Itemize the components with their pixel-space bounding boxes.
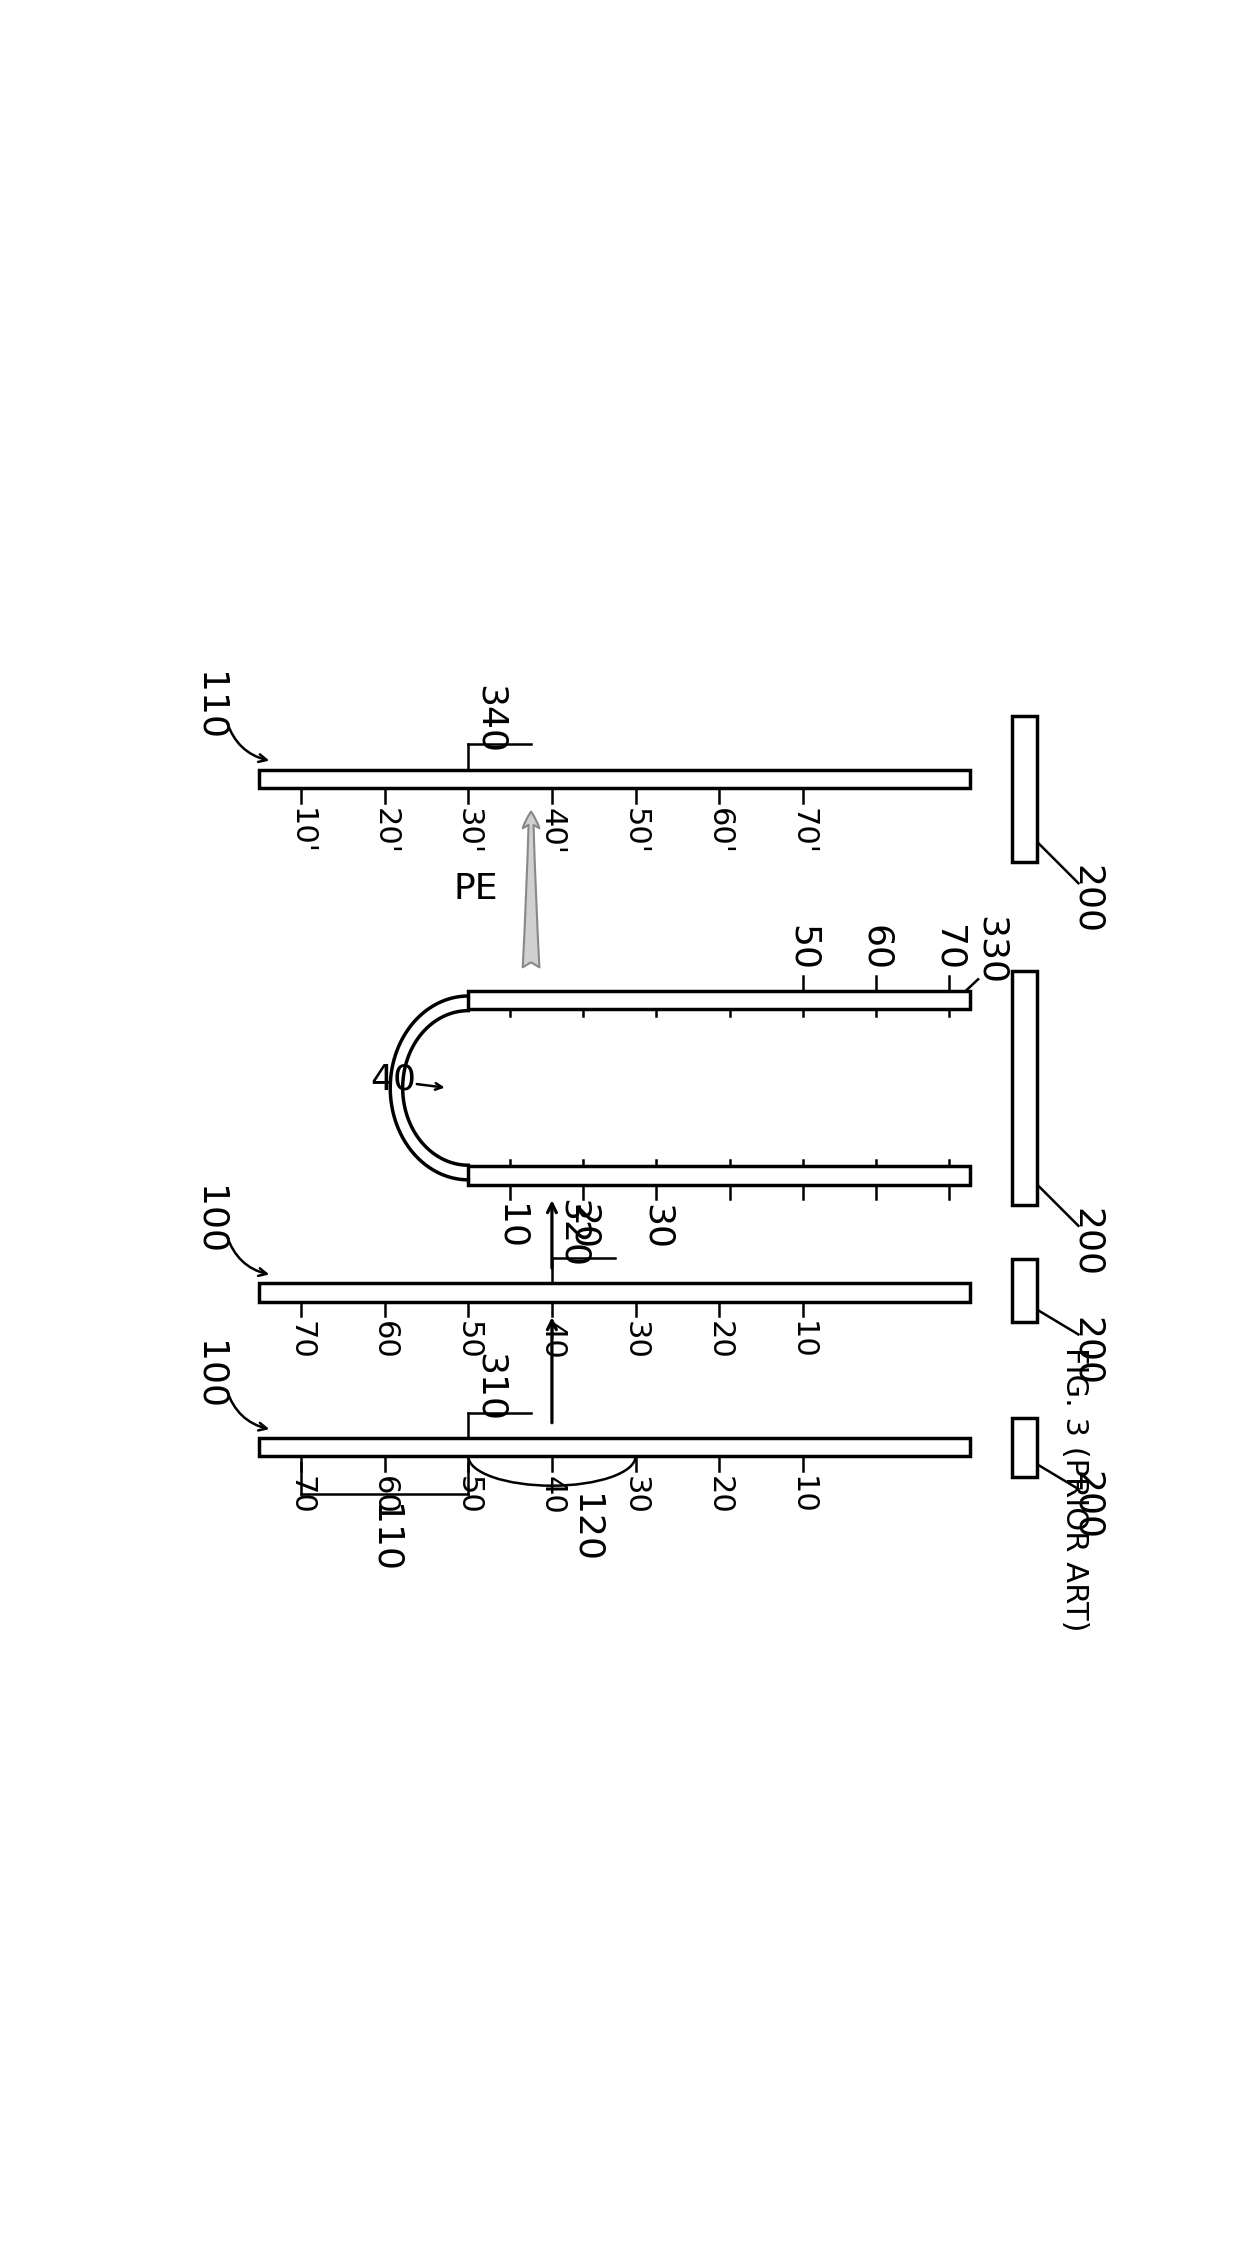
Text: 310: 310 bbox=[472, 1353, 506, 1423]
Text: 70: 70 bbox=[286, 1321, 316, 1360]
Text: 70: 70 bbox=[932, 925, 966, 972]
Text: 10: 10 bbox=[789, 1475, 817, 1516]
Text: 20: 20 bbox=[704, 1321, 734, 1360]
Text: 10: 10 bbox=[789, 1321, 817, 1360]
Bar bbox=[469, 990, 970, 1008]
Text: 30: 30 bbox=[640, 1206, 673, 1251]
Text: 60: 60 bbox=[859, 925, 893, 972]
Text: 100: 100 bbox=[192, 1187, 227, 1255]
Bar bbox=[259, 1439, 970, 1457]
Text: 40: 40 bbox=[371, 1063, 417, 1097]
Text: 40': 40' bbox=[537, 807, 567, 854]
Text: 30: 30 bbox=[621, 1321, 650, 1360]
Text: 20': 20' bbox=[371, 807, 399, 854]
Text: 200: 200 bbox=[1070, 866, 1104, 934]
Bar bbox=[469, 1167, 970, 1185]
Text: 50: 50 bbox=[454, 1321, 482, 1360]
Text: 40: 40 bbox=[537, 1475, 567, 1516]
Text: 50': 50' bbox=[621, 807, 650, 854]
Text: 10': 10' bbox=[286, 807, 316, 854]
Text: 330: 330 bbox=[973, 915, 1008, 983]
Text: 60': 60' bbox=[704, 807, 734, 854]
Bar bbox=[1012, 1419, 1037, 1477]
Text: 200: 200 bbox=[1070, 1471, 1104, 1541]
Text: 40: 40 bbox=[537, 1321, 567, 1360]
Text: FIG. 3 (PRIOR ART): FIG. 3 (PRIOR ART) bbox=[1060, 1346, 1089, 1632]
Text: 100: 100 bbox=[192, 1341, 227, 1409]
Text: 60: 60 bbox=[371, 1321, 399, 1360]
Bar bbox=[1012, 970, 1037, 1206]
Text: 10: 10 bbox=[494, 1206, 527, 1251]
Text: 20: 20 bbox=[704, 1475, 734, 1516]
Text: 340: 340 bbox=[472, 684, 506, 755]
Text: 50: 50 bbox=[454, 1475, 482, 1516]
Text: PE: PE bbox=[453, 872, 497, 906]
Text: 30': 30' bbox=[454, 807, 482, 854]
Text: 110: 110 bbox=[368, 1505, 402, 1573]
Text: 70: 70 bbox=[286, 1475, 316, 1516]
Bar bbox=[1012, 716, 1037, 863]
Bar bbox=[1012, 1260, 1037, 1321]
Bar bbox=[259, 770, 970, 789]
Text: 30: 30 bbox=[621, 1475, 650, 1516]
Text: 120: 120 bbox=[568, 1493, 603, 1564]
Text: 70': 70' bbox=[789, 807, 817, 854]
Text: 50: 50 bbox=[786, 925, 820, 972]
Text: 320: 320 bbox=[556, 1199, 590, 1267]
Text: 20: 20 bbox=[567, 1206, 600, 1251]
Text: 60: 60 bbox=[371, 1475, 399, 1516]
Text: 110: 110 bbox=[192, 673, 227, 741]
Bar bbox=[259, 1283, 970, 1303]
Text: 200: 200 bbox=[1070, 1317, 1104, 1385]
Text: 200: 200 bbox=[1070, 1208, 1104, 1278]
